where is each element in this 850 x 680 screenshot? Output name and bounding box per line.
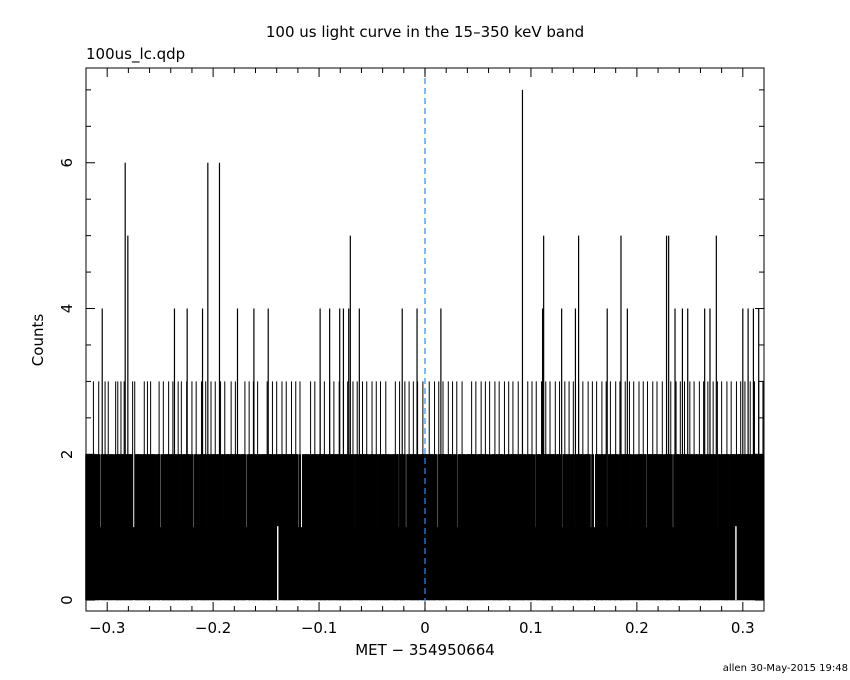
plot-credit: allen 30-May-2015 19:48 xyxy=(722,663,848,674)
x-tick-label: 0.2 xyxy=(625,619,649,637)
data-bars xyxy=(85,89,765,601)
file-name-label: 100us_lc.qdp xyxy=(86,45,186,63)
y-tick-label: 4 xyxy=(58,304,76,314)
y-tick-label: 0 xyxy=(58,595,76,605)
x-tick-label: −0.3 xyxy=(89,619,125,637)
y-tick-label: 6 xyxy=(58,158,76,168)
x-tick-label: 0.1 xyxy=(519,619,543,637)
y-axis-label: Counts xyxy=(29,313,47,367)
x-tick-label: 0.3 xyxy=(731,619,755,637)
chart-title: 100 us light curve in the 15–350 keV ban… xyxy=(265,23,585,41)
y-axis-ticks: 0 2 4 6 xyxy=(58,89,764,605)
x-axis-ticks: −0.3 −0.2 −0.1 0 0.1 0.2 0.3 xyxy=(85,68,765,637)
x-tick-label: −0.1 xyxy=(301,619,337,637)
x-tick-label: 0 xyxy=(420,619,430,637)
x-tick-label: −0.2 xyxy=(195,619,231,637)
x-axis-label: MET − 354950664 xyxy=(355,641,495,659)
y-tick-label: 2 xyxy=(58,450,76,460)
